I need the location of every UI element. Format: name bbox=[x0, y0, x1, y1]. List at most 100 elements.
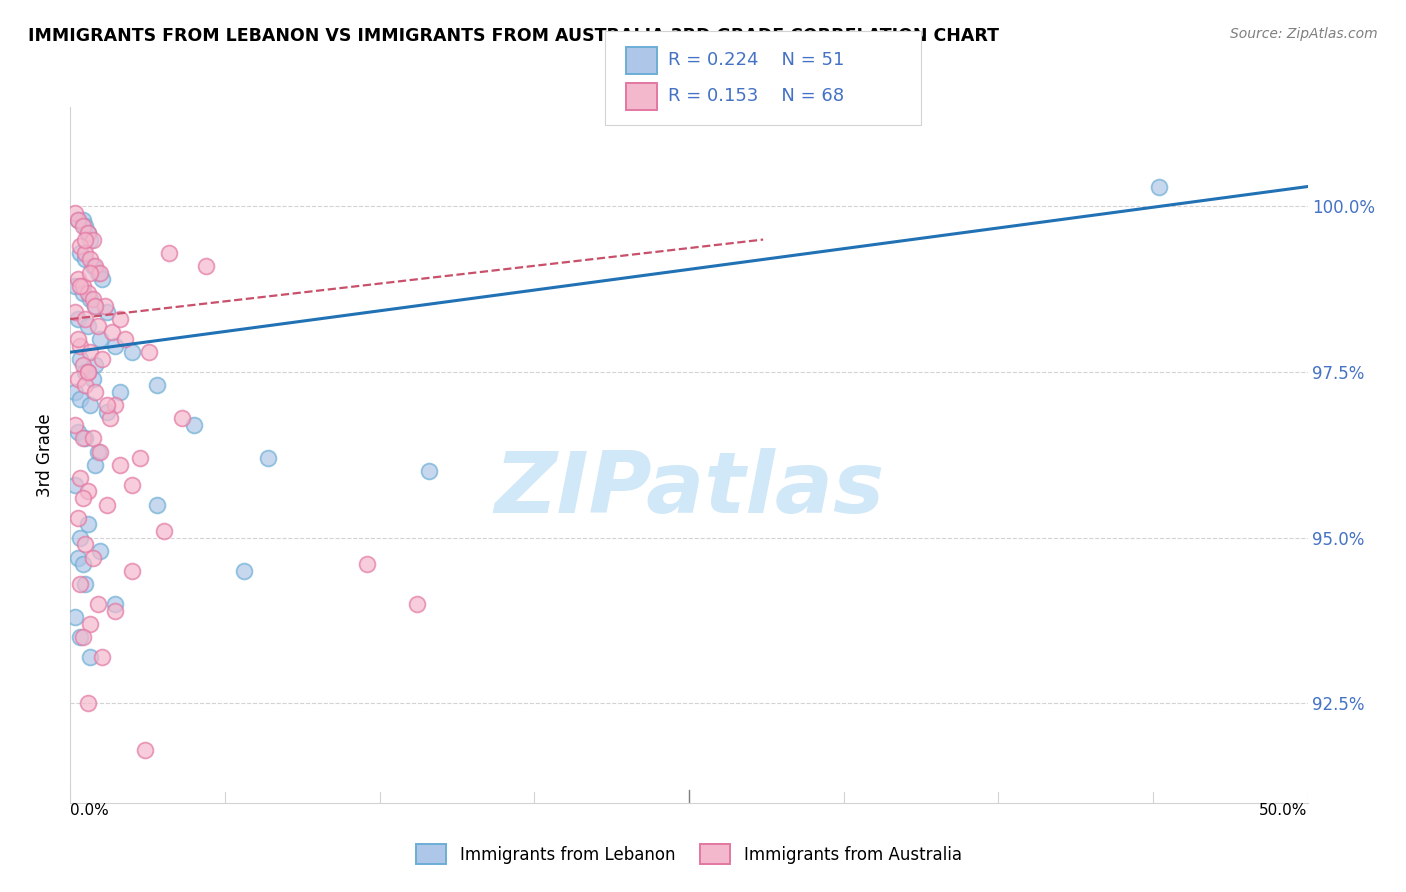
Point bbox=[69, 392, 91, 406]
Point bbox=[72, 630, 94, 644]
Point bbox=[69, 351, 91, 366]
Point bbox=[75, 233, 97, 247]
Point bbox=[72, 279, 94, 293]
Point bbox=[183, 418, 205, 433]
Point bbox=[65, 384, 87, 399]
Point bbox=[114, 332, 136, 346]
Point bbox=[66, 332, 89, 346]
Point bbox=[72, 491, 94, 505]
Point bbox=[138, 345, 160, 359]
Point bbox=[82, 259, 104, 273]
Point bbox=[356, 558, 378, 572]
Legend: Immigrants from Lebanon, Immigrants from Australia: Immigrants from Lebanon, Immigrants from… bbox=[409, 838, 969, 871]
Point bbox=[65, 305, 87, 319]
Point bbox=[65, 418, 87, 433]
Point bbox=[405, 597, 427, 611]
Point bbox=[76, 226, 98, 240]
Point bbox=[82, 372, 104, 386]
Point bbox=[66, 511, 89, 525]
Point bbox=[75, 365, 97, 379]
Point bbox=[170, 411, 193, 425]
Point bbox=[89, 266, 111, 280]
Point bbox=[86, 318, 108, 333]
Point bbox=[82, 431, 104, 445]
Point bbox=[98, 411, 121, 425]
Point bbox=[232, 564, 254, 578]
Point bbox=[72, 359, 94, 373]
Point bbox=[79, 398, 101, 412]
Point bbox=[69, 239, 91, 253]
Point bbox=[66, 212, 89, 227]
Point bbox=[108, 312, 131, 326]
Point bbox=[121, 564, 143, 578]
Point bbox=[96, 405, 118, 419]
Point bbox=[89, 544, 111, 558]
Point bbox=[79, 266, 101, 280]
Text: 50.0%: 50.0% bbox=[1260, 803, 1308, 818]
Text: IMMIGRANTS FROM LEBANON VS IMMIGRANTS FROM AUSTRALIA 3RD GRADE CORRELATION CHART: IMMIGRANTS FROM LEBANON VS IMMIGRANTS FR… bbox=[28, 27, 1000, 45]
Text: ZIPatlas: ZIPatlas bbox=[494, 448, 884, 532]
Point bbox=[76, 318, 98, 333]
Point bbox=[257, 451, 280, 466]
Point bbox=[75, 245, 97, 260]
Point bbox=[104, 604, 127, 618]
Point bbox=[128, 451, 150, 466]
Point bbox=[96, 498, 118, 512]
Point bbox=[86, 444, 108, 458]
Text: R = 0.153    N = 68: R = 0.153 N = 68 bbox=[668, 87, 844, 105]
Point bbox=[82, 233, 104, 247]
Point bbox=[101, 326, 124, 340]
Point bbox=[146, 498, 169, 512]
Point bbox=[134, 743, 156, 757]
Point bbox=[65, 477, 87, 491]
Point bbox=[1147, 179, 1170, 194]
Point bbox=[72, 431, 94, 445]
Point bbox=[108, 458, 131, 472]
Point bbox=[75, 577, 97, 591]
Point bbox=[146, 378, 169, 392]
Point bbox=[65, 610, 87, 624]
Point bbox=[86, 266, 108, 280]
Point bbox=[65, 206, 87, 220]
Point bbox=[69, 279, 91, 293]
Point bbox=[104, 338, 127, 352]
Point bbox=[84, 458, 107, 472]
Point bbox=[108, 384, 131, 399]
Point bbox=[86, 597, 108, 611]
Point bbox=[84, 359, 107, 373]
Point bbox=[75, 312, 97, 326]
Point bbox=[157, 245, 180, 260]
Point bbox=[69, 630, 91, 644]
Point bbox=[75, 431, 97, 445]
Point bbox=[75, 378, 97, 392]
Point bbox=[72, 285, 94, 300]
Point bbox=[66, 212, 89, 227]
Point bbox=[76, 697, 98, 711]
Point bbox=[195, 259, 218, 273]
Point bbox=[79, 345, 101, 359]
Point bbox=[82, 292, 104, 306]
Point bbox=[69, 577, 91, 591]
Point bbox=[66, 550, 89, 565]
Point bbox=[89, 444, 111, 458]
Point bbox=[65, 279, 87, 293]
Point bbox=[69, 338, 91, 352]
Point bbox=[66, 372, 89, 386]
Point bbox=[75, 252, 97, 267]
Point bbox=[84, 384, 107, 399]
Point bbox=[76, 226, 98, 240]
Point bbox=[91, 272, 114, 286]
Point bbox=[121, 345, 143, 359]
Y-axis label: 3rd Grade: 3rd Grade bbox=[37, 413, 55, 497]
Point bbox=[153, 524, 176, 538]
Point bbox=[76, 365, 98, 379]
Point bbox=[76, 517, 98, 532]
Text: 0.0%: 0.0% bbox=[70, 803, 110, 818]
Point bbox=[69, 245, 91, 260]
Point bbox=[104, 597, 127, 611]
Point bbox=[104, 398, 127, 412]
Point bbox=[75, 219, 97, 234]
Point bbox=[418, 465, 440, 479]
Point bbox=[79, 233, 101, 247]
Point bbox=[76, 285, 98, 300]
